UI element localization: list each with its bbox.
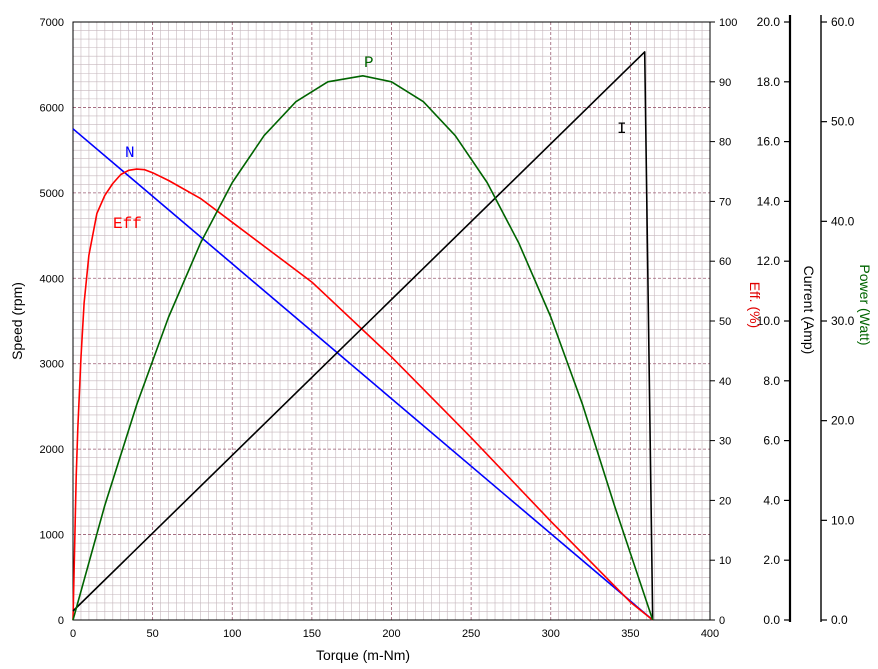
power-tick-label: 30.0 (831, 314, 855, 328)
current-tick-label: 20.0 (757, 15, 781, 29)
series-line-eff (72, 168, 654, 621)
x-axis-label: Torque (m-Nm) (316, 647, 410, 663)
power-tick-label: 0.0 (831, 613, 848, 627)
n-series-label: N (125, 144, 135, 162)
x-tick-labels: 0 50 100 150 200 250 300 350 400 (70, 628, 719, 640)
eff-tick-label: 40 (719, 376, 731, 388)
p-series-label: P (364, 54, 374, 72)
eff-tick-label: 50 (719, 316, 731, 328)
speed-tick-label: 3000 (40, 359, 64, 371)
x-tick-label: 150 (303, 628, 321, 640)
eff-tick-label: 80 (719, 137, 731, 149)
x-tick-label: 100 (223, 628, 241, 640)
x-tick-label: 250 (462, 628, 480, 640)
power-tick-label: 10.0 (831, 513, 855, 527)
current-tick-label: 4.0 (763, 493, 780, 507)
eff-tick-labels: 0 10 20 30 40 50 60 70 80 90 100 (710, 17, 737, 627)
eff-tick-label: 30 (719, 436, 731, 448)
eff-tick-label: 20 (719, 495, 731, 507)
current-tick-label: 8.0 (763, 374, 780, 388)
current-tick-label: 14.0 (757, 194, 781, 208)
eff-axis-label: Eff. (%) (747, 282, 763, 328)
x-tick-label: 200 (382, 628, 400, 640)
current-tick-label: 12.0 (757, 254, 781, 268)
current-axis-label: Current (Amp) (801, 266, 817, 355)
power-tick-label: 40.0 (831, 214, 855, 228)
speed-tick-label: 6000 (40, 102, 64, 114)
eff-series-label: Eff (113, 215, 142, 233)
speed-tick-label: 5000 (40, 188, 64, 200)
speed-tick-label: 1000 (40, 530, 64, 542)
eff-tick-label: 0 (719, 615, 725, 627)
speed-tick-label: 7000 (40, 17, 64, 29)
current-tick-label: 2.0 (763, 553, 780, 567)
current-tick-label: 0.0 (763, 613, 780, 627)
speed-tick-label: 0 (58, 615, 64, 627)
series-line-p (72, 75, 654, 621)
x-tick-label: 0 (70, 628, 76, 640)
x-tick-label: 400 (701, 628, 719, 640)
eff-tick-label: 10 (719, 555, 731, 567)
series-layer (72, 51, 654, 621)
current-tick-label: 16.0 (757, 135, 781, 149)
x-tick-label: 350 (621, 628, 639, 640)
i-series-label: I (617, 120, 627, 138)
series-line-i (72, 51, 654, 621)
x-tick-label: 300 (542, 628, 560, 640)
eff-tick-label: 70 (719, 196, 731, 208)
grid (73, 22, 710, 620)
power-tick-label: 20.0 (831, 414, 855, 428)
current-tick-label: 6.0 (763, 434, 780, 448)
series-line-n (72, 128, 654, 621)
speed-tick-labels: 0 1000 2000 3000 4000 5000 6000 7000 (40, 17, 64, 627)
current-tick-label: 18.0 (757, 75, 781, 89)
speed-axis-label: Speed (rpm) (9, 282, 25, 360)
power-axis-label: Power (Watt) (857, 264, 873, 345)
current-axis: 0.0 2.0 4.0 6.0 8.0 10.0 12.0 14.0 16.0 18.0 20.0 (757, 15, 792, 627)
x-tick-label: 50 (147, 628, 159, 640)
power-tick-label: 50.0 (831, 115, 855, 129)
current-tick-label: 10.0 (757, 314, 781, 328)
speed-tick-label: 4000 (40, 273, 64, 285)
eff-tick-label: 90 (719, 77, 731, 89)
power-tick-label: 60.0 (831, 15, 855, 29)
power-axis: 0.0 10.0 20.0 30.0 40.0 50.0 60.0 (820, 15, 855, 627)
eff-tick-label: 100 (719, 17, 737, 29)
eff-tick-label: 60 (719, 256, 731, 268)
speed-tick-label: 2000 (40, 444, 64, 456)
